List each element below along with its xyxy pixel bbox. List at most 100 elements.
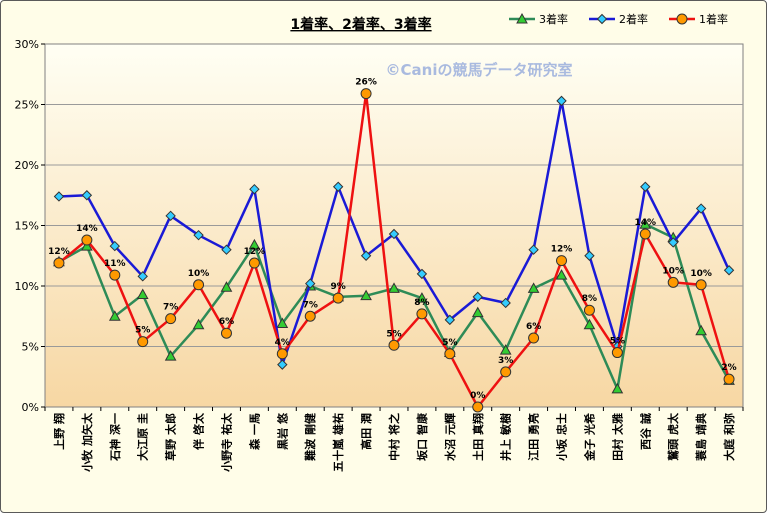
data-point-triangle	[555, 269, 568, 280]
x-tick-label: 伴 啓太	[192, 412, 206, 451]
data-point-diamond	[723, 265, 735, 276]
data-label: 3%	[498, 356, 513, 366]
data-label: 8%	[414, 298, 429, 308]
legend-label: 1着率	[699, 12, 728, 26]
x-tick-label: 石神 深一	[108, 413, 122, 462]
data-point-diamond	[640, 181, 651, 192]
data-point-triangle	[695, 324, 707, 336]
data-point-triangle	[516, 12, 528, 24]
data-point-circle	[248, 257, 260, 269]
data-point-diamond	[81, 190, 93, 201]
data-label: 5%	[442, 338, 457, 348]
data-point-triangle	[164, 350, 177, 361]
data-point-circle	[528, 332, 540, 344]
legend-entry: 1着率	[669, 12, 728, 26]
data-point-circle	[472, 401, 484, 413]
data-label: 12%	[244, 247, 266, 257]
data-point-diamond	[444, 314, 456, 326]
data-label: 11%	[104, 259, 126, 269]
data-point-diamond	[500, 297, 511, 309]
data-point-diamond	[596, 13, 608, 25]
watermark: ©Caniの競馬データ研究室	[386, 61, 573, 79]
data-point-diamond	[221, 244, 232, 255]
legend-entry: 3着率	[509, 12, 568, 26]
data-label: 7%	[163, 303, 178, 313]
chart-title: 1着率、2着率、3着率	[290, 16, 431, 33]
x-axis: 上野 翔小牧 加矢太 石神 深一 大江原 圭草野 太郎伴 啓太 小野寺 祐太森 一馬黒…	[44, 407, 744, 473]
data-label: 26%	[355, 78, 377, 88]
data-point-triangle	[192, 318, 205, 330]
x-tick-label: 森 一馬	[247, 413, 261, 450]
data-point-triangle	[499, 344, 512, 355]
x-tick-label: 中村 将之	[387, 413, 401, 461]
x-tick-label: 上野 翔	[52, 413, 66, 450]
x-tick-label: 大江原 圭	[136, 413, 150, 461]
data-point-circle	[723, 373, 735, 385]
data-point-circle	[639, 228, 651, 240]
y-tick-label: 25%	[15, 99, 39, 112]
y-tick-label: 0%	[22, 401, 39, 414]
data-point-circle	[53, 257, 65, 269]
data-point-circle	[276, 348, 288, 360]
data-point-circle	[109, 269, 121, 281]
data-label: 6%	[526, 322, 541, 332]
data-label: 8%	[582, 294, 597, 304]
data-point-triangle	[583, 318, 596, 330]
x-tick-label: 西谷 誠	[638, 413, 652, 450]
data-label: 14%	[76, 224, 98, 234]
x-tick-label: 小坂 忠士	[555, 413, 569, 462]
x-tick-label: 田村 太雅	[610, 413, 624, 461]
data-point-triangle	[276, 317, 289, 329]
data-point-diamond	[584, 250, 595, 261]
data-point-diamond	[277, 359, 288, 370]
data-label: 6%	[219, 317, 234, 327]
data-label: 10%	[690, 269, 712, 279]
data-point-circle	[556, 255, 568, 267]
data-point-diamond	[249, 183, 260, 195]
x-tick-label: 水沼 元輝	[443, 413, 457, 461]
data-point-diamond	[388, 228, 400, 240]
data-point-diamond	[360, 250, 372, 261]
data-point-triangle	[416, 292, 428, 303]
data-label: 10%	[188, 269, 210, 279]
x-tick-label: 草野 太郎	[164, 413, 178, 461]
data-point-diamond	[165, 210, 176, 222]
data-label: 7%	[303, 300, 318, 310]
data-point-circle	[193, 279, 205, 291]
x-tick-label: 坂口 智康	[415, 412, 429, 461]
data-point-triangle	[136, 288, 149, 299]
data-label: 5%	[610, 337, 625, 347]
data-point-diamond	[667, 237, 679, 248]
x-tick-label: 井上 敏樹	[499, 413, 513, 461]
x-tick-label: 蓑島 靖典	[694, 413, 708, 462]
legend-label: 3着率	[539, 12, 568, 26]
x-tick-label: 高田 潤	[359, 413, 373, 450]
data-label: 4%	[275, 338, 290, 348]
data-label: 12%	[48, 247, 70, 257]
data-point-circle	[360, 88, 372, 100]
data-label: 0%	[470, 391, 485, 401]
data-point-diamond	[528, 244, 539, 255]
x-tick-label: 小牧 加矢太	[80, 412, 94, 473]
data-point-triangle	[220, 281, 233, 292]
data-label: 5%	[135, 326, 150, 336]
data-label: 12%	[551, 245, 573, 255]
x-tick-label: 土田 真翔	[471, 413, 485, 461]
data-point-circle	[304, 310, 316, 322]
data-point-circle	[500, 366, 512, 378]
legend-entry: 2着率	[589, 12, 648, 26]
data-point-diamond	[695, 203, 707, 214]
data-labels: 12% 14% 11% 5% 7% 10% 6% 12% 4% 7% 9% 26% 5% 8% 5% 0% 3%…	[48, 78, 736, 401]
data-point-circle	[220, 327, 232, 339]
data-point-triangle	[108, 310, 121, 321]
y-tick-label: 5%	[22, 341, 39, 354]
data-point-triangle	[388, 282, 400, 293]
data-point-circle	[332, 292, 344, 304]
series	[53, 88, 735, 413]
data-point-circle	[444, 348, 456, 360]
data-point-triangle	[527, 282, 540, 293]
x-tick-label: 黒岩 悠	[275, 412, 289, 450]
y-tick-label: 15%	[15, 220, 39, 233]
data-point-circle	[137, 336, 149, 348]
